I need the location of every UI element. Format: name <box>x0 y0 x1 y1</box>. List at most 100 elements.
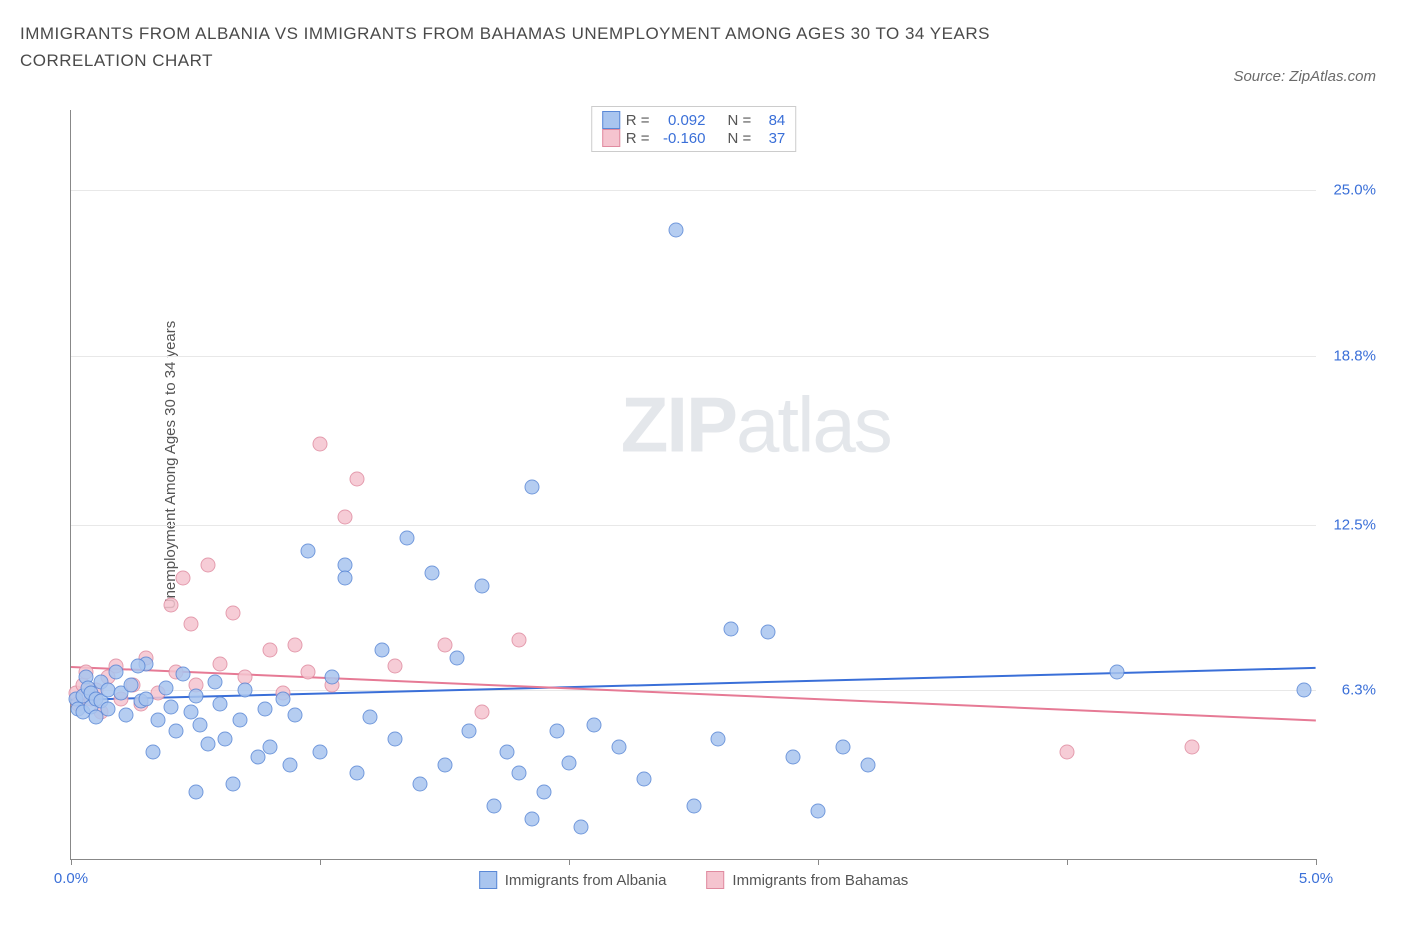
data-point-albania[interactable] <box>636 771 651 786</box>
data-point-albania[interactable] <box>811 803 826 818</box>
data-point-albania[interactable] <box>524 811 539 826</box>
legend-item-bahamas[interactable]: Immigrants from Bahamas <box>706 871 908 889</box>
data-point-bahamas[interactable] <box>300 664 315 679</box>
data-point-bahamas[interactable] <box>213 656 228 671</box>
data-point-albania[interactable] <box>499 745 514 760</box>
data-point-albania[interactable] <box>512 766 527 781</box>
y-tick-label: 6.3% <box>1321 682 1376 699</box>
data-point-albania[interactable] <box>188 688 203 703</box>
data-point-albania[interactable] <box>412 777 427 792</box>
data-point-albania[interactable] <box>524 480 539 495</box>
data-point-bahamas[interactable] <box>163 597 178 612</box>
x-tick <box>1067 859 1068 865</box>
gridline <box>71 190 1316 191</box>
data-point-albania[interactable] <box>233 712 248 727</box>
data-point-albania[interactable] <box>337 571 352 586</box>
data-point-albania[interactable] <box>193 718 208 733</box>
data-point-albania[interactable] <box>462 723 477 738</box>
data-point-albania[interactable] <box>350 766 365 781</box>
data-point-albania[interactable] <box>225 777 240 792</box>
data-point-albania[interactable] <box>574 819 589 834</box>
data-point-albania[interactable] <box>158 680 173 695</box>
data-point-albania[interactable] <box>586 718 601 733</box>
legend-swatch-albania-icon <box>479 871 497 889</box>
data-point-albania[interactable] <box>325 670 340 685</box>
plot-area: ZIPatlas R = 0.092 N = 84 R = -0.160 N =… <box>70 110 1316 860</box>
gridline <box>71 690 1316 691</box>
data-point-albania[interactable] <box>123 678 138 693</box>
data-point-albania[interactable] <box>183 704 198 719</box>
data-point-albania[interactable] <box>238 683 253 698</box>
legend-stats-row-bahamas: R = -0.160 N = 37 <box>602 129 786 147</box>
data-point-bahamas[interactable] <box>1060 745 1075 760</box>
data-point-albania[interactable] <box>425 565 440 580</box>
data-point-albania[interactable] <box>786 750 801 765</box>
data-point-albania[interactable] <box>208 675 223 690</box>
data-point-albania[interactable] <box>188 785 203 800</box>
data-point-bahamas[interactable] <box>1184 739 1199 754</box>
data-point-albania[interactable] <box>611 739 626 754</box>
data-point-albania[interactable] <box>200 736 215 751</box>
data-point-albania[interactable] <box>449 651 464 666</box>
watermark: ZIPatlas <box>621 379 891 470</box>
data-point-bahamas[interactable] <box>183 616 198 631</box>
data-point-bahamas[interactable] <box>200 557 215 572</box>
gridline <box>71 356 1316 357</box>
data-point-bahamas[interactable] <box>263 643 278 658</box>
data-point-albania[interactable] <box>108 664 123 679</box>
data-point-albania[interactable] <box>474 579 489 594</box>
data-point-albania[interactable] <box>250 750 265 765</box>
data-point-albania[interactable] <box>213 696 228 711</box>
data-point-albania[interactable] <box>562 755 577 770</box>
data-point-albania[interactable] <box>313 745 328 760</box>
data-point-albania[interactable] <box>723 621 738 636</box>
data-point-bahamas[interactable] <box>337 509 352 524</box>
data-point-bahamas[interactable] <box>350 472 365 487</box>
data-point-bahamas[interactable] <box>387 659 402 674</box>
data-point-albania[interactable] <box>258 702 273 717</box>
legend-stats-row-albania: R = 0.092 N = 84 <box>602 111 786 129</box>
data-point-albania[interactable] <box>138 691 153 706</box>
data-point-albania[interactable] <box>400 531 415 546</box>
data-point-albania[interactable] <box>263 739 278 754</box>
legend-item-albania[interactable]: Immigrants from Albania <box>479 871 667 889</box>
data-point-albania[interactable] <box>218 731 233 746</box>
data-point-albania[interactable] <box>669 223 684 238</box>
data-point-albania[interactable] <box>362 710 377 725</box>
data-point-bahamas[interactable] <box>288 638 303 653</box>
data-point-albania[interactable] <box>300 544 315 559</box>
data-point-bahamas[interactable] <box>176 571 191 586</box>
data-point-albania[interactable] <box>711 731 726 746</box>
data-point-albania[interactable] <box>1296 683 1311 698</box>
data-point-albania[interactable] <box>835 739 850 754</box>
data-point-albania[interactable] <box>860 758 875 773</box>
data-point-albania[interactable] <box>375 643 390 658</box>
data-point-albania[interactable] <box>176 667 191 682</box>
y-tick-label: 18.8% <box>1321 348 1376 365</box>
data-point-bahamas[interactable] <box>313 437 328 452</box>
data-point-albania[interactable] <box>131 659 146 674</box>
data-point-bahamas[interactable] <box>225 605 240 620</box>
data-point-albania[interactable] <box>168 723 183 738</box>
data-point-bahamas[interactable] <box>512 632 527 647</box>
data-point-albania[interactable] <box>437 758 452 773</box>
data-point-albania[interactable] <box>537 785 552 800</box>
data-point-albania[interactable] <box>686 798 701 813</box>
data-point-albania[interactable] <box>283 758 298 773</box>
data-point-albania[interactable] <box>487 798 502 813</box>
data-point-albania[interactable] <box>387 731 402 746</box>
chart-container: IMMIGRANTS FROM ALBANIA VS IMMIGRANTS FR… <box>20 20 1386 910</box>
data-point-albania[interactable] <box>146 745 161 760</box>
data-point-albania[interactable] <box>549 723 564 738</box>
chart-title: IMMIGRANTS FROM ALBANIA VS IMMIGRANTS FR… <box>20 20 1120 74</box>
data-point-albania[interactable] <box>761 624 776 639</box>
data-point-albania[interactable] <box>163 699 178 714</box>
data-point-bahamas[interactable] <box>437 638 452 653</box>
data-point-bahamas[interactable] <box>474 704 489 719</box>
data-point-albania[interactable] <box>275 691 290 706</box>
data-point-albania[interactable] <box>101 702 116 717</box>
data-point-albania[interactable] <box>288 707 303 722</box>
data-point-albania[interactable] <box>151 712 166 727</box>
data-point-albania[interactable] <box>1109 664 1124 679</box>
data-point-albania[interactable] <box>118 707 133 722</box>
